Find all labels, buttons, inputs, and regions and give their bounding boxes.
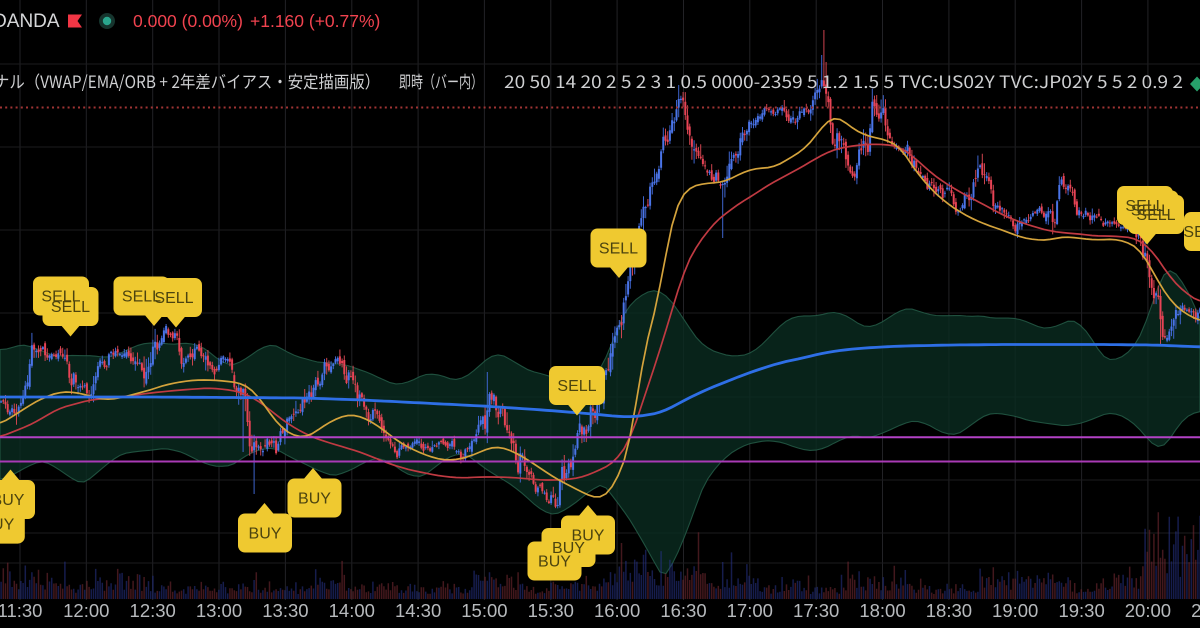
svg-text:12:00: 12:00 [63,600,109,621]
svg-text:SELL: SELL [599,241,638,258]
svg-text:+1.160 (+0.77%): +1.160 (+0.77%) [250,11,380,31]
svg-text:OANDA: OANDA [0,11,60,32]
svg-text:20:30: 20:30 [1191,600,1200,621]
svg-text:16:30: 16:30 [660,600,706,621]
svg-text:14:30: 14:30 [395,600,441,621]
svg-text:18:00: 18:00 [859,600,905,621]
svg-text:SELL: SELL [1125,198,1164,215]
svg-text:SELL: SELL [51,299,90,316]
svg-text:SELL: SELL [1183,224,1200,241]
svg-text:12:30: 12:30 [130,600,176,621]
svg-text:SELL: SELL [154,290,193,307]
svg-text:SELL: SELL [1131,203,1170,220]
svg-text:BUY: BUY [249,526,282,543]
svg-text:19:30: 19:30 [1058,600,1104,621]
svg-text:17:30: 17:30 [793,600,839,621]
svg-text:17:00: 17:00 [727,600,773,621]
svg-text:SELL: SELL [1136,207,1175,224]
svg-text:BUY: BUY [0,492,25,509]
svg-text:13:30: 13:30 [262,600,308,621]
svg-text:15:00: 15:00 [461,600,507,621]
svg-text:BUY: BUY [538,554,571,571]
svg-text:20:00: 20:00 [1125,600,1171,621]
svg-text:16:00: 16:00 [594,600,640,621]
svg-text:13:00: 13:00 [196,600,242,621]
svg-text:18:30: 18:30 [926,600,972,621]
svg-text:BUY: BUY [552,540,585,557]
svg-text:0.000 (0.00%): 0.000 (0.00%) [133,11,243,31]
svg-text:19:00: 19:00 [992,600,1038,621]
svg-text:11:30: 11:30 [0,600,42,621]
svg-text:SELL: SELL [557,378,596,395]
svg-text:BUY: BUY [572,528,605,545]
svg-text:BUY: BUY [0,517,15,534]
svg-text:SELL: SELL [41,289,80,306]
svg-text:SELL: SELL [122,289,161,306]
svg-text:BUY: BUY [298,491,331,508]
svg-text:14:00: 14:00 [329,600,375,621]
svg-text:15:30: 15:30 [528,600,574,621]
